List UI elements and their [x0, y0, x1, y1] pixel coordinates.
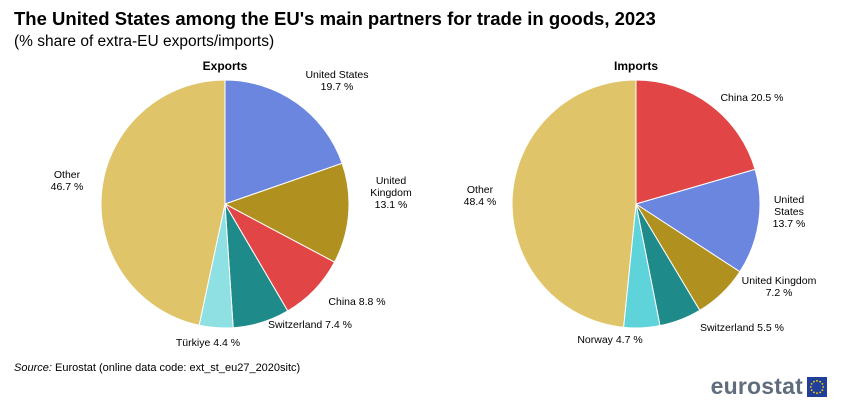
exports-label-other: Other 46.7 % [51, 169, 84, 193]
imports-pie: Imports China 20.5 % United States 13.7 % Uni… [464, 59, 817, 346]
imports-label-switzerland: Switzerland 5.5 % [700, 322, 784, 334]
source-note: Source: Eurostat (online data code: ext_… [14, 362, 300, 374]
eurostat-logo: eurostat [711, 373, 827, 400]
source-label: Source: [14, 362, 52, 374]
source-text: Eurostat (online data code: ext_st_eu27_… [54, 362, 301, 374]
exports-label-china: China 8.8 % [328, 296, 385, 308]
imports-slice-china [635, 79, 756, 205]
imports-label-united-states: United States 13.7 % [773, 194, 806, 230]
figure-subtitle: (% share of extra-EU exports/imports) [14, 33, 275, 50]
exports-label-united-kingdom: United Kingdom 13.1 % [370, 175, 412, 211]
imports-slice-other [511, 79, 637, 328]
exports-label-switzerland: Switzerland 7.4 % [268, 319, 352, 331]
exports-pie: Exports United States 19.7 % United Kingdom 1… [51, 59, 412, 349]
exports-label-united-states: United States 19.7 % [305, 69, 368, 93]
exports-slice-united-kingdom [223, 162, 350, 263]
imports-label-united-kingdom: United Kingdom 7.2 % [742, 275, 817, 299]
figure-title: The United States among the EU's main pa… [14, 8, 656, 29]
eu-flag-icon [807, 376, 827, 397]
imports-slice-united-states [634, 168, 761, 273]
exports-slice-other [100, 79, 226, 326]
imports-chart-title: Imports [614, 59, 658, 73]
exports-label-turkiye: Türkiye 4.4 % [176, 337, 240, 349]
logo-text: eurostat [710, 373, 803, 399]
imports-label-norway: Norway 4.7 % [577, 334, 642, 346]
imports-label-other: Other 48.4 % [464, 184, 497, 208]
imports-label-china: China 20.5 % [720, 92, 783, 104]
exports-chart-title: Exports [203, 59, 248, 73]
